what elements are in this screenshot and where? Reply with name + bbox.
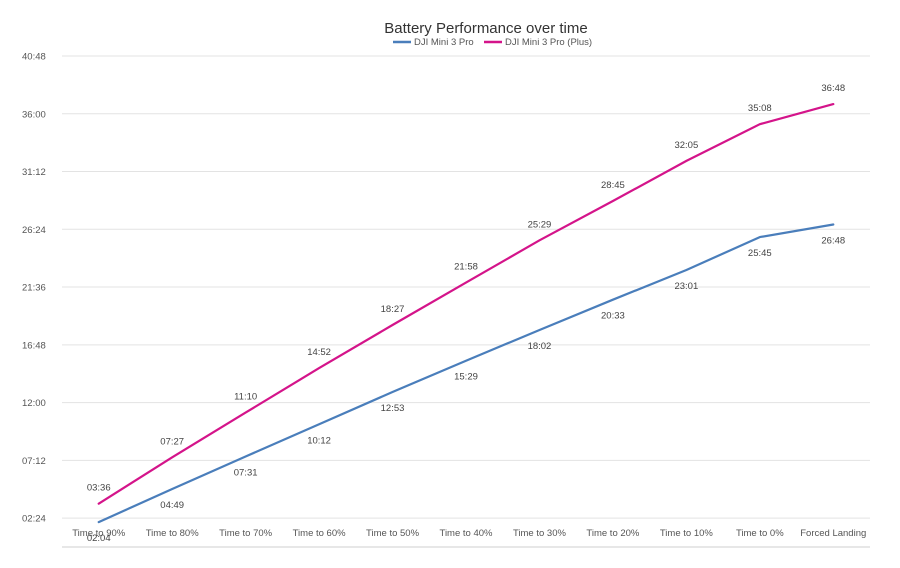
data-label: 25:45 (748, 248, 772, 259)
legend: DJI Mini 3 Pro DJI Mini 3 Pro (Plus) (393, 37, 592, 48)
y-tick-label: 16:48 (22, 340, 46, 351)
x-tick-label: Time to 90% (72, 528, 126, 539)
x-tick-label: Time to 80% (146, 528, 200, 539)
data-label: 21:58 (454, 262, 478, 273)
y-tick-label: 26:24 (22, 225, 46, 236)
x-tick-label: Time to 10% (660, 528, 714, 539)
series-layer: 02:04 04:49 07:31 10:12 12:53 15:29 18:02 20:33… (87, 83, 845, 544)
y-tick-label: 36:00 (22, 109, 46, 120)
x-tick-label: Time to 20% (586, 528, 640, 539)
x-tick-label: Time to 40% (440, 528, 494, 539)
data-label: 36:48 (821, 83, 845, 94)
y-tick-label: 07:12 (22, 456, 46, 467)
x-tick-label: Time to 60% (293, 528, 347, 539)
x-axis: Time to 90% Time to 80% Time to 70% Time to… (72, 528, 866, 539)
y-tick-label: 31:12 (22, 167, 46, 178)
y-axis: 02:24 07:12 12:00 16:48 21:36 26:24 31:12 36:00… (22, 52, 46, 525)
legend-label: DJI Mini 3 Pro (Plus) (505, 37, 592, 48)
data-label: 14:52 (307, 347, 331, 358)
series-line (97, 103, 835, 505)
data-label: 20:33 (601, 311, 625, 322)
data-label: 28:45 (601, 180, 625, 191)
data-label: 26:48 (821, 235, 845, 246)
x-tick-label: Forced Landing (800, 528, 866, 539)
data-label: 03:36 (87, 483, 111, 494)
x-tick-label: Time to 50% (366, 528, 420, 539)
y-tick-label: 40:48 (22, 52, 46, 63)
series-line (97, 223, 835, 524)
data-label: 35:08 (748, 103, 772, 114)
chart-title: Battery Performance over time (384, 20, 587, 37)
data-label: 18:02 (528, 341, 552, 352)
data-label: 11:10 (234, 392, 257, 403)
data-label: 10:12 (307, 435, 331, 446)
x-tick-label: Time to 30% (513, 528, 567, 539)
data-label: 18:27 (381, 304, 405, 315)
data-label: 07:27 (160, 436, 184, 447)
y-tick-label: 21:36 (22, 283, 46, 294)
data-label: 02:04 (87, 533, 111, 544)
data-label: 15:29 (454, 372, 478, 383)
gridlines (62, 55, 870, 548)
data-label: 04:49 (160, 500, 184, 511)
x-tick-label: Time to 70% (219, 528, 273, 539)
y-tick-label: 02:24 (22, 514, 46, 525)
data-label: 23:01 (674, 281, 698, 292)
data-label: 25:29 (528, 219, 552, 230)
data-label: 32:05 (674, 140, 698, 151)
legend-label: DJI Mini 3 Pro (414, 37, 474, 48)
data-label: 07:31 (234, 468, 258, 479)
data-label: 12:53 (381, 403, 405, 414)
y-tick-label: 12:00 (22, 398, 46, 409)
x-tick-label: Time to 0% (736, 528, 784, 539)
